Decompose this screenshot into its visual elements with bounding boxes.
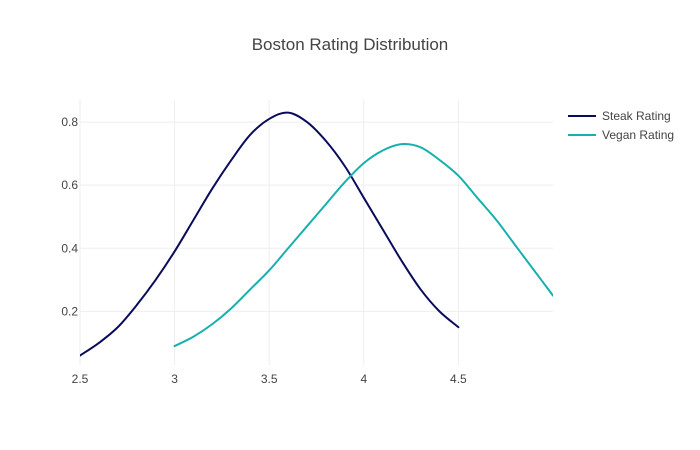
y-tick-label: 0.6 bbox=[61, 178, 78, 192]
series-line-vegan-rating bbox=[173, 143, 553, 348]
x-tick-label: 3 bbox=[171, 372, 178, 386]
legend-label-vegan-rating: Vegan Rating bbox=[602, 128, 674, 142]
series-layer bbox=[80, 111, 553, 357]
y-tick-label: 0.8 bbox=[61, 115, 78, 129]
x-tick-label: 4 bbox=[360, 372, 367, 386]
legend-label-steak-rating: Steak Rating bbox=[602, 109, 671, 123]
x-tick-label: 2.5 bbox=[72, 372, 89, 386]
grid-layer bbox=[79, 100, 553, 365]
y-tick-label: 0.4 bbox=[61, 241, 78, 255]
chart-title: Boston Rating Distribution bbox=[252, 35, 449, 54]
series-line-steak-rating bbox=[80, 111, 460, 357]
axis-layer: 0.2 0.4 0.6 0.8 2.5 3 3.5 4 4.5 bbox=[61, 115, 467, 386]
x-tick-label: 3.5 bbox=[261, 372, 278, 386]
legend: Steak Rating Vegan Rating bbox=[568, 109, 674, 142]
y-tick-label: 0.2 bbox=[61, 304, 78, 318]
x-tick-label: 4.5 bbox=[450, 372, 467, 386]
